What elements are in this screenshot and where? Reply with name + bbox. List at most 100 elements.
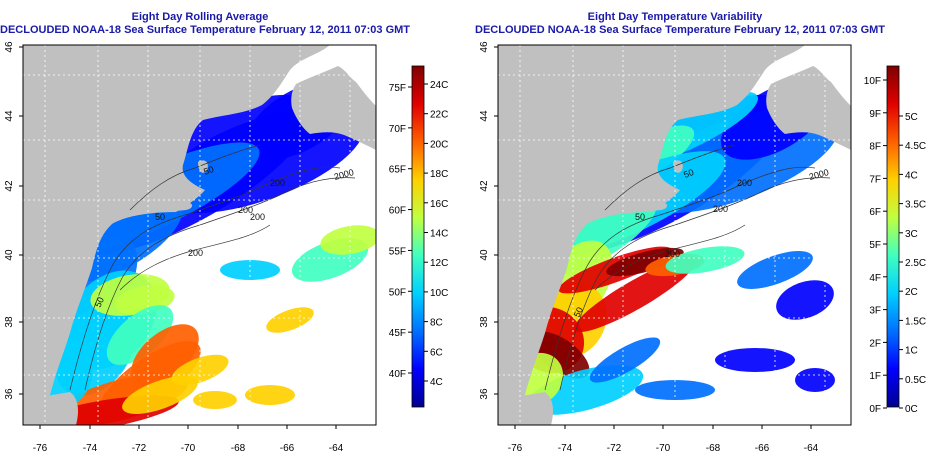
y-tick-label: 38 [479,316,490,328]
contour-label: 200 [250,212,265,222]
contour-label: 200 [238,205,253,215]
colorbar [886,65,900,408]
colorbar-label-f: 6F [869,207,881,218]
colorbar-label-f: 50F [389,287,406,298]
x-tick-label: -64 [329,443,344,454]
sst-patch [106,305,174,365]
y-tick-label: 42 [4,180,15,192]
x-tick-label: -70 [181,443,196,454]
colorbar-label-f: 75F [389,83,406,94]
contour-label: 50 [635,212,645,222]
colorbar-label-c: 16C [430,199,448,210]
colorbar-label-f: 1F [869,371,881,382]
colorbar-label-f: 10F [864,76,881,87]
colorbar-label-c: 3C [905,229,918,240]
sst-patch [606,247,684,277]
bathymetry-contour [544,166,816,391]
colorbar-label-c: 5C [905,112,918,123]
y-tick-label: 40 [479,249,490,261]
contour-label: 50 [202,164,215,177]
colorbar-label-c: 18C [430,169,448,180]
colorbar-label-f: 9F [869,109,881,120]
sst-average-panel: Eight Day Rolling Average DECLOUDED NOAA… [0,0,475,475]
bathymetry-contour [119,224,271,291]
contour-label: 200 [270,178,285,188]
bathymetry-contour [69,166,341,391]
sst-patch [795,368,835,392]
colorbar-label-f: 55F [389,246,406,257]
sst-patch [573,257,697,333]
colorbar-label-c: 10C [430,288,448,299]
sst-patch [193,391,237,409]
colorbar-label-c: 1.5C [905,316,926,327]
contour-label: 200 [665,249,680,259]
land-outer-banks [23,392,78,425]
y-tick-label: 36 [4,388,15,400]
contour-label: 50 [572,306,585,319]
contour-label: 50 [93,296,106,309]
x-tick-label: -76 [508,443,523,454]
x-tick-label: -70 [656,443,671,454]
y-tick-label: 44 [479,110,490,122]
bathymetry-contour [604,144,736,211]
colorbar-label-c: 6C [430,347,443,358]
colorbar-label-f: 45F [389,328,406,339]
y-tick-label: 38 [4,316,15,328]
colorbar-label-f: 7F [869,174,881,185]
colorbar-label-c: 14C [430,229,448,240]
land-outer-banks [498,392,553,425]
y-tick-label: 44 [4,110,15,122]
colorbar-label-f: 40F [389,369,406,380]
land-nova-scotia [766,66,851,150]
y-tick-label: 46 [479,41,490,53]
x-tick-label: -74 [83,443,98,454]
sst-patch [530,331,590,379]
colorbar-label-c: 20C [430,139,448,150]
colorbar-label-c: 4C [430,377,443,388]
colorbar-label-f: 65F [389,165,406,176]
contour-label: 200 [713,204,728,214]
colorbar-label-f: 8F [869,142,881,153]
sst-patch [715,348,795,372]
y-tick-label: 46 [4,41,15,53]
colorbar [411,65,425,408]
colorbar-label-c: 0.5C [905,375,926,386]
map-frame [497,44,852,426]
colorbar-label-c: 4.5C [905,141,926,152]
bathymetry-contour [129,144,261,211]
x-tick-label: -66 [755,443,770,454]
colorbar-label-f: 5F [869,240,881,251]
colorbar-label-f: 2F [869,338,881,349]
sst-patch [776,280,834,320]
contour-label: 50 [155,212,165,222]
colorbar-label-c: 1C [905,346,918,357]
land-nova-scotia [291,66,376,150]
bathymetry-contour [594,224,746,291]
panel-title: Eight Day Temperature Variability [587,11,763,23]
colorbar-label-c: 2.5C [905,258,926,269]
panel-title: Eight Day Rolling Average [131,11,269,23]
colorbar-label-f: 60F [389,206,406,217]
y-tick-label: 40 [4,249,15,261]
sst-variability-panel: Eight Day Temperature Variability DECLOU… [475,0,950,475]
colorbar-label-c: 4C [905,170,918,181]
colorbar-label-f: 3F [869,306,881,317]
colorbar-label-c: 24C [430,80,448,91]
sst-patch [589,337,661,383]
x-tick-label: -72 [607,443,622,454]
contour-label: 200 [188,248,203,258]
x-tick-label: -68 [706,443,721,454]
x-tick-label: -74 [558,443,573,454]
colorbar-label-c: 12C [430,258,448,269]
x-tick-label: -68 [231,443,246,454]
colorbar-label-c: 8C [430,318,443,329]
contour-label: 200 [737,178,752,188]
x-tick-label: -64 [804,443,819,454]
colorbar-label-c: 3.5C [905,200,926,211]
colorbar-label-c: 0C [905,404,918,415]
x-tick-label: -72 [132,443,147,454]
